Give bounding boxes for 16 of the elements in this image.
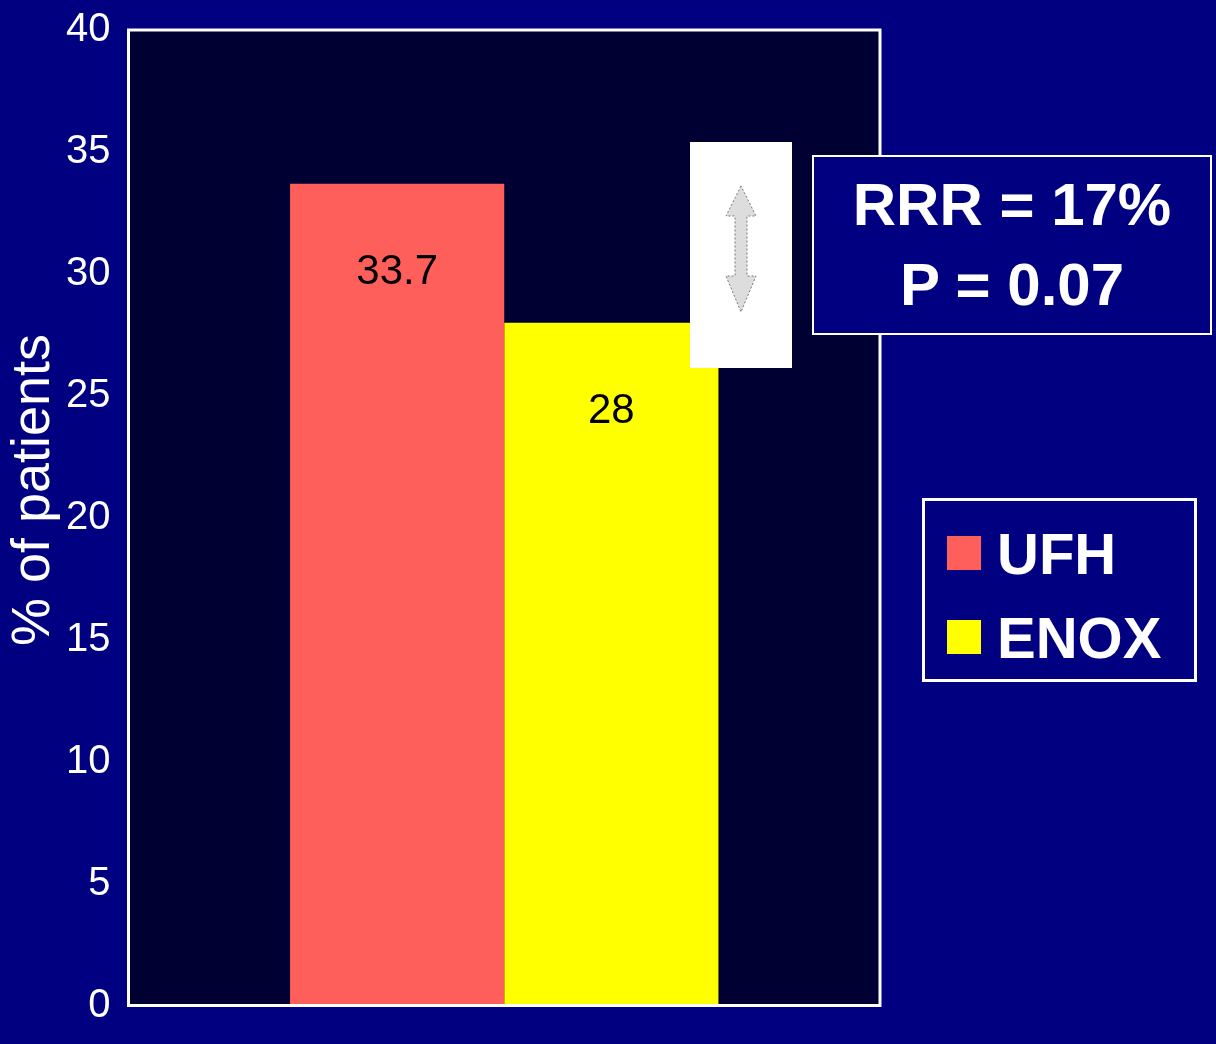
y-axis-title: % of patients	[0, 333, 61, 647]
annotation: RRR = 17%	[851, 170, 1173, 240]
y-tick-label: 40	[65, 5, 111, 50]
text: P = 0.07	[898, 250, 1126, 320]
legend-label: ENOX	[997, 603, 1162, 671]
y-tick-label: 20	[65, 492, 111, 537]
y-tick-label: 5	[88, 858, 111, 903]
y-tick-label: 30	[65, 248, 111, 293]
legend-label: UFH	[997, 519, 1117, 587]
y-tick-label: 25	[65, 370, 111, 415]
y-tick-label: 35	[65, 126, 111, 171]
y-tick-label: 0	[88, 980, 111, 1025]
data-label: 33.7	[356, 246, 439, 294]
data-label: 28	[587, 385, 635, 433]
y-tick-label: 15	[65, 614, 111, 659]
y-tick-label: 10	[65, 736, 111, 781]
